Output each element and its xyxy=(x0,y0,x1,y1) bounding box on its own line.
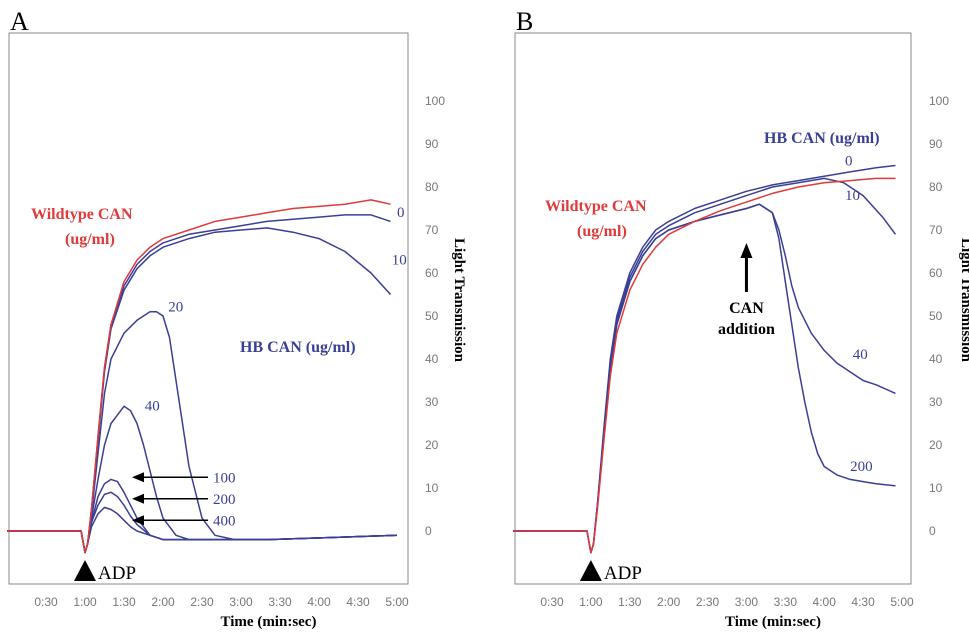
wildtype-annotation-unit: (ug/ml) xyxy=(577,223,627,240)
hb-annotation: HB CAN (ug/ml) xyxy=(764,130,880,147)
x-tick-label: 4:00 xyxy=(813,595,837,609)
x-tick-label: 3:00 xyxy=(229,595,253,609)
series-end-label: 200 xyxy=(850,459,873,475)
adp-label: ADP xyxy=(98,563,136,584)
x-tick-label: 0:30 xyxy=(34,595,58,609)
series-end-label: 0 xyxy=(397,205,405,221)
adp-label: ADP xyxy=(604,563,642,584)
x-tick-label: 1:00 xyxy=(579,595,603,609)
arrow-left-icon xyxy=(132,472,144,483)
y-tick-label: 60 xyxy=(425,266,439,280)
series-end-label: 20 xyxy=(168,300,183,316)
y-tick-label: 10 xyxy=(425,481,439,495)
x-tick-label: 1:30 xyxy=(618,595,642,609)
x-tick-label: 3:00 xyxy=(735,595,759,609)
wildtype-annotation: Wildtype CAN xyxy=(545,198,647,215)
series-end-label: 40 xyxy=(853,347,868,363)
x-tick-label: 3:30 xyxy=(268,595,292,609)
plot-frame xyxy=(8,32,409,585)
y-axis-label: Light Transmission xyxy=(958,238,969,363)
y-axis-label: Light Transmission xyxy=(451,238,467,363)
y-tick-label: 50 xyxy=(929,309,943,323)
series-end-label: 10 xyxy=(845,188,860,204)
y-tick-label: 90 xyxy=(929,137,943,151)
series-line-wt-wildtype xyxy=(513,177,896,554)
x-tick-label: 5:00 xyxy=(890,595,914,609)
x-tick-label: 5:00 xyxy=(385,595,409,609)
y-tick-label: 70 xyxy=(425,223,439,237)
panel-letter: B xyxy=(516,7,533,36)
hb-annotation: HB CAN (ug/ml) xyxy=(240,339,356,356)
y-tick-label: 30 xyxy=(425,395,439,409)
panel-b: B 0:30 1:00 1:30 2:00 2:30 3:00 3:30 4:00 4:30 5:0… xyxy=(513,7,969,630)
y-tick-label: 0 xyxy=(425,524,432,538)
arrow-up-icon xyxy=(740,243,753,258)
x-tick-label: 3:30 xyxy=(774,595,798,609)
can-addition-annotation: CAN xyxy=(729,300,764,317)
series-arrow-label: 200 xyxy=(213,492,236,508)
panel-letter: A xyxy=(10,7,29,36)
y-tick-label: 40 xyxy=(929,352,943,366)
x-tick-label: 4:30 xyxy=(851,595,875,609)
y-tick-label: 70 xyxy=(929,223,943,237)
y-tick-label: 80 xyxy=(425,180,439,194)
y-tick-label: 40 xyxy=(425,352,439,366)
x-tick-label: 4:00 xyxy=(307,595,331,609)
y-tick-label: 20 xyxy=(929,438,943,452)
x-axis-label: Time (min:sec) xyxy=(221,614,317,630)
x-tick-label: 2:00 xyxy=(657,595,681,609)
wildtype-annotation-unit: (ug/ml) xyxy=(65,231,115,248)
x-tick-label: 2:30 xyxy=(696,595,720,609)
y-tick-label: 20 xyxy=(425,438,439,452)
arrow-left-icon xyxy=(132,493,144,504)
x-tick-label: 0:30 xyxy=(540,595,564,609)
y-tick-label: 30 xyxy=(929,395,943,409)
series-arrow-label: 400 xyxy=(213,513,236,529)
can-addition-annotation-2: addition xyxy=(718,321,775,338)
y-tick-label: 90 xyxy=(425,137,439,151)
panel-a: A 0:30 1:00 1:30 2:00 2:30 3:00 3:30 4:00 4:30 5:0… xyxy=(7,7,467,630)
series-end-label: 0 xyxy=(845,154,853,170)
y-tick-label: 60 xyxy=(929,266,943,280)
x-tick-label: 1:00 xyxy=(73,595,97,609)
y-tick-label: 80 xyxy=(929,180,943,194)
y-tick-label: 100 xyxy=(425,94,445,108)
series-arrow-label: 100 xyxy=(213,470,236,486)
plot-frame xyxy=(514,32,912,585)
x-tick-label: 1:30 xyxy=(112,595,136,609)
x-tick-label: 2:00 xyxy=(151,595,175,609)
y-tick-label: 10 xyxy=(929,481,943,495)
wildtype-annotation: Wildtype CAN xyxy=(31,206,133,223)
x-axis-label: Time (min:sec) xyxy=(725,614,821,630)
x-tick-label: 2:30 xyxy=(190,595,214,609)
y-tick-label: 100 xyxy=(929,94,949,108)
y-tick-label: 0 xyxy=(929,524,936,538)
adp-triangle-icon xyxy=(74,560,96,581)
series-line-wt-wildtype xyxy=(7,199,391,554)
arrow-left-icon xyxy=(132,515,144,526)
series-end-label: 10 xyxy=(392,252,407,268)
adp-triangle-icon xyxy=(579,560,602,581)
y-tick-label: 50 xyxy=(425,309,439,323)
x-tick-label: 4:30 xyxy=(346,595,370,609)
series-end-label: 40 xyxy=(145,399,160,415)
